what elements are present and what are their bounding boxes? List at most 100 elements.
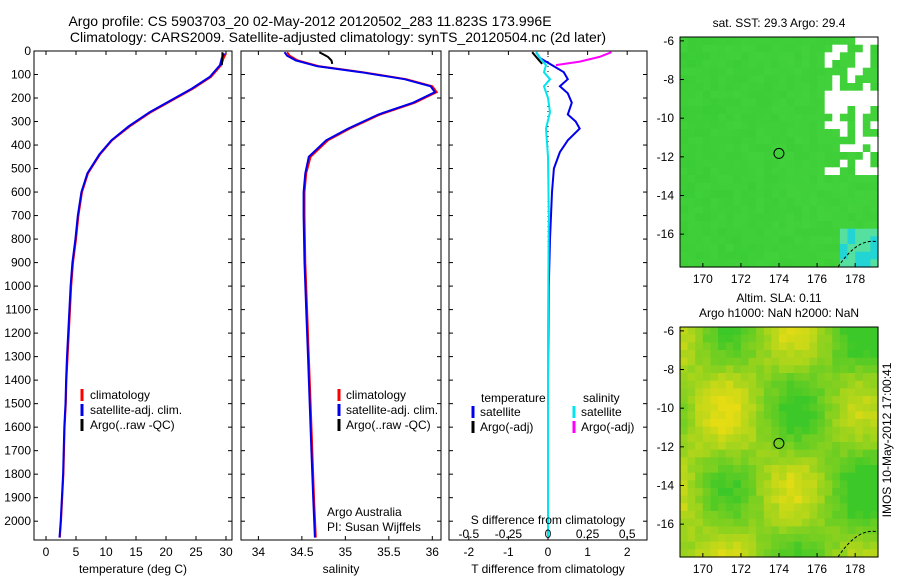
map-cell	[855, 457, 864, 466]
map-cell	[702, 67, 711, 76]
map-cell	[824, 52, 833, 61]
map-cell	[832, 480, 841, 489]
map-cell	[771, 465, 780, 474]
map-cell	[870, 327, 879, 336]
map-cell	[809, 419, 818, 428]
map-cell	[710, 334, 719, 343]
map-cell	[801, 198, 810, 207]
map-cell	[680, 472, 689, 481]
map-cell	[779, 365, 788, 374]
map-cell	[702, 327, 711, 336]
map-cell	[855, 541, 864, 550]
map-cell	[687, 518, 696, 527]
series-satellite-adj-clim-	[283, 51, 437, 538]
map-cell	[801, 442, 810, 451]
map-cell	[817, 221, 826, 230]
map-cell	[748, 526, 757, 535]
map-cell	[847, 205, 856, 214]
map-cell	[680, 503, 689, 512]
y-tick-label: -12	[657, 150, 675, 164]
map-cell	[855, 44, 864, 53]
map-cell	[763, 136, 772, 145]
map-cell	[725, 488, 734, 497]
map-cell	[702, 251, 711, 260]
map-cell	[733, 342, 742, 351]
y-tick-label: 1300	[4, 350, 31, 364]
map-cell	[809, 106, 818, 115]
map-cell	[733, 327, 742, 336]
map-cell	[733, 380, 742, 389]
map-cell	[809, 129, 818, 138]
map-cell	[794, 205, 803, 214]
map-cell	[756, 44, 765, 53]
map-cell	[763, 411, 772, 420]
map-cell	[756, 75, 765, 84]
map-cell	[862, 259, 871, 268]
map-cell	[824, 526, 833, 535]
map-cell	[801, 426, 810, 435]
map-cell	[809, 457, 818, 466]
map-cell	[832, 526, 841, 535]
map-cell	[718, 175, 727, 184]
map-cell	[710, 251, 719, 260]
map-cell	[839, 221, 849, 230]
map-cell	[756, 541, 765, 550]
map-cell	[786, 495, 795, 504]
map-cell	[718, 449, 727, 458]
map-cell	[817, 175, 826, 184]
map-cell	[763, 365, 772, 374]
map-cell	[779, 83, 788, 92]
map-cell	[862, 426, 871, 435]
map-cell	[817, 480, 826, 489]
map-cell	[839, 518, 849, 527]
map-cell	[794, 526, 803, 535]
map-cell	[687, 121, 696, 130]
map-cell	[748, 198, 757, 207]
map-cell	[763, 449, 772, 458]
map-cell	[794, 251, 803, 260]
map-cell	[695, 129, 704, 138]
map-cell	[794, 221, 803, 230]
map-cell	[756, 98, 765, 107]
map-cell	[763, 213, 772, 222]
map-cell	[870, 159, 879, 168]
map-cell	[817, 121, 826, 130]
map-cell	[855, 511, 864, 520]
map-cell	[839, 419, 849, 428]
map-cell	[680, 251, 689, 260]
map-cell	[763, 426, 772, 435]
map-cell	[710, 121, 719, 130]
map-cell	[680, 44, 689, 53]
map-cell	[855, 426, 864, 435]
map-cell	[702, 457, 711, 466]
map-cell	[832, 228, 841, 237]
map-cell	[847, 37, 856, 46]
map-cell	[779, 534, 788, 543]
map-cell	[809, 244, 818, 253]
map-cell	[710, 442, 719, 451]
map-cell	[702, 244, 711, 253]
map-cell	[779, 518, 788, 527]
map-cell	[733, 221, 742, 230]
map-cell	[710, 60, 719, 69]
map-cell	[748, 67, 757, 76]
map-cell	[680, 488, 689, 497]
map-cell	[847, 357, 856, 366]
map-cell	[725, 236, 734, 245]
map-cell	[832, 244, 841, 253]
map-cell	[771, 75, 780, 84]
map-cell	[809, 83, 818, 92]
map-cell	[695, 167, 704, 176]
map-cell	[870, 396, 879, 405]
map-cell	[756, 106, 765, 115]
map-cell	[855, 365, 864, 374]
map-cell	[748, 60, 757, 69]
map-cell	[756, 403, 765, 412]
map-cell	[740, 37, 750, 46]
map-cell	[710, 357, 719, 366]
map-cell	[695, 350, 704, 359]
map-cell	[809, 44, 818, 53]
map-cell	[695, 190, 704, 199]
map-cell	[710, 90, 719, 99]
map-cell	[809, 182, 818, 191]
